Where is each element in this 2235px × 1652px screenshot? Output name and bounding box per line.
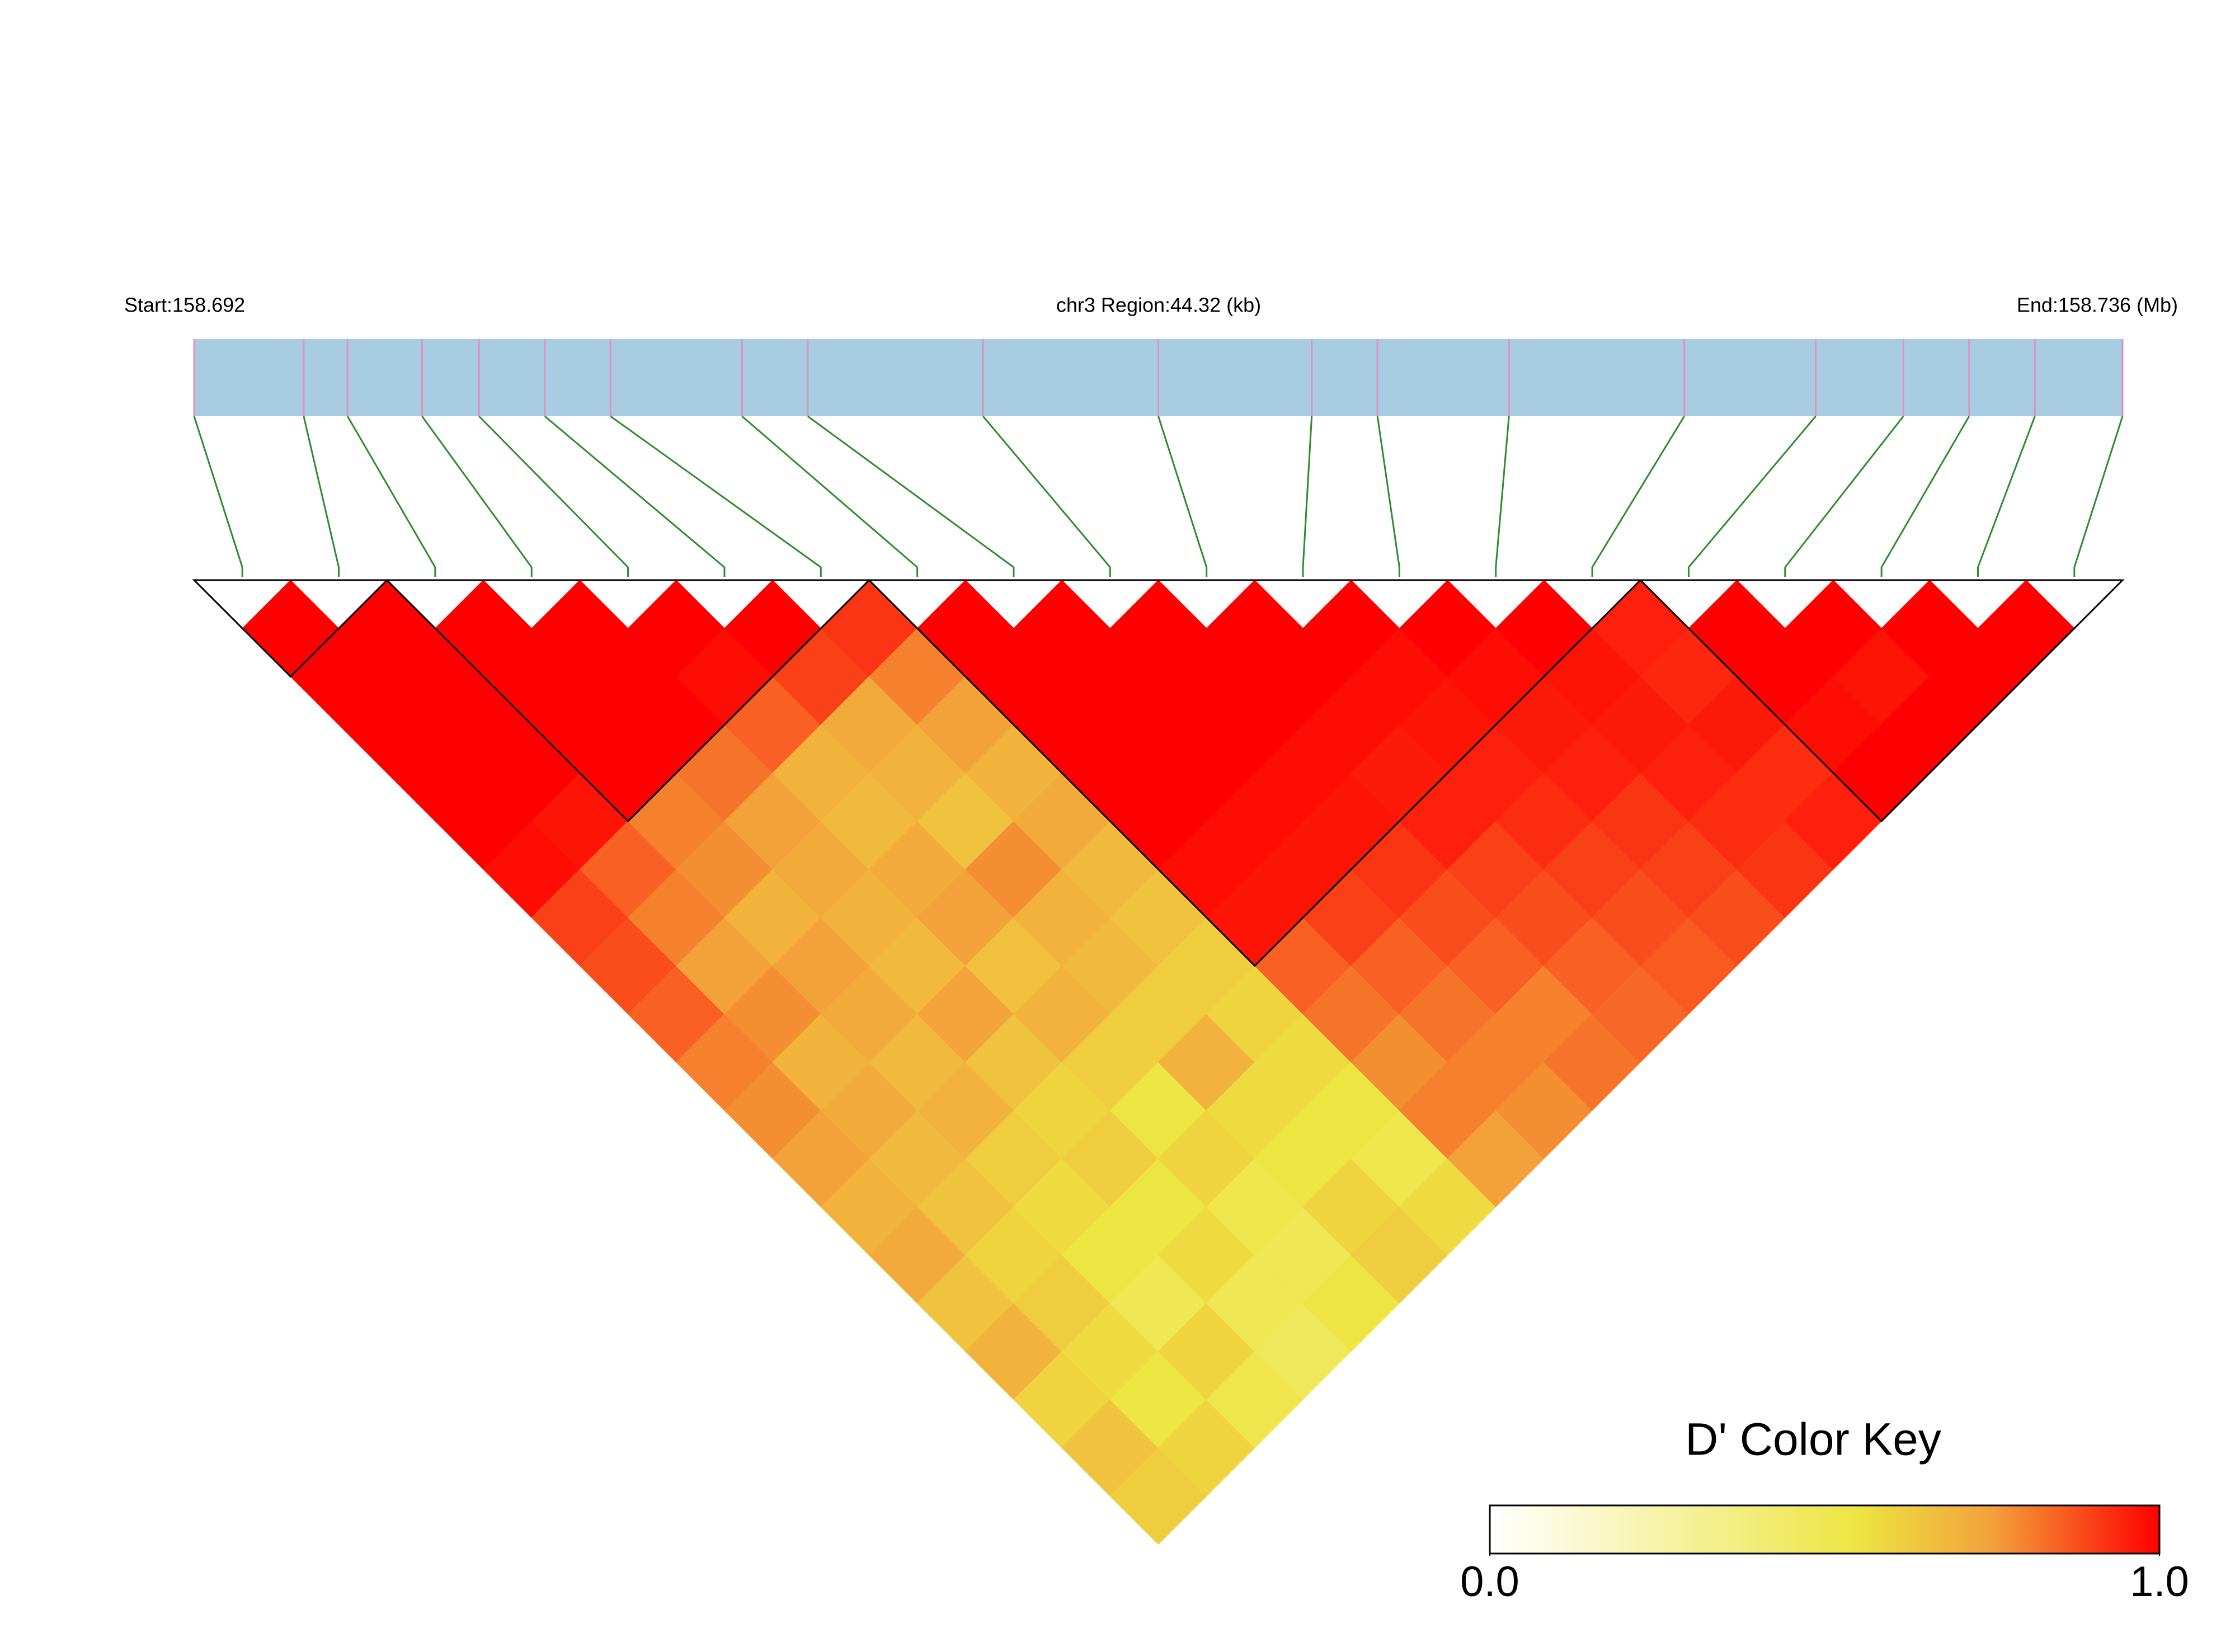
snp-connector bbox=[1688, 416, 1817, 568]
key-tick-label: 0.0 bbox=[1460, 1558, 1519, 1606]
snp-connector bbox=[1784, 416, 1904, 568]
snp-connector bbox=[346, 416, 436, 568]
snp-connector bbox=[610, 415, 822, 568]
snp-connector bbox=[807, 415, 1014, 568]
snp-connector bbox=[421, 416, 533, 568]
snp-connector bbox=[1302, 416, 1313, 568]
ld-block bbox=[867, 579, 1643, 967]
region-label: chr3 Region:44.32 (kb) bbox=[1056, 294, 1261, 317]
key-tick-label: 1.0 bbox=[2130, 1558, 2189, 1606]
snp-connector bbox=[1880, 416, 1970, 568]
snp-connector bbox=[982, 416, 1111, 568]
snp-connector bbox=[1591, 416, 1685, 568]
start-label: Start:158.692 bbox=[124, 294, 245, 317]
snp-connector bbox=[1977, 416, 2036, 568]
snp-connector bbox=[1495, 416, 1510, 568]
snp-connector bbox=[2073, 416, 2124, 568]
ld-block bbox=[1638, 579, 2125, 822]
snp-connector bbox=[1376, 416, 1400, 568]
ld-block bbox=[192, 579, 389, 678]
end-label: End:158.736 (Mb) bbox=[2017, 294, 2178, 317]
snp-connector bbox=[741, 415, 918, 568]
snp-connector bbox=[193, 416, 243, 568]
snp-connector bbox=[303, 416, 340, 568]
snp-connector bbox=[478, 415, 629, 568]
snp-connector bbox=[544, 415, 725, 568]
snp-connector bbox=[1158, 416, 1208, 568]
legend-title: D' Color Key bbox=[1685, 1414, 1941, 1465]
ld-block bbox=[385, 579, 872, 822]
color-key bbox=[1489, 1504, 2161, 1555]
